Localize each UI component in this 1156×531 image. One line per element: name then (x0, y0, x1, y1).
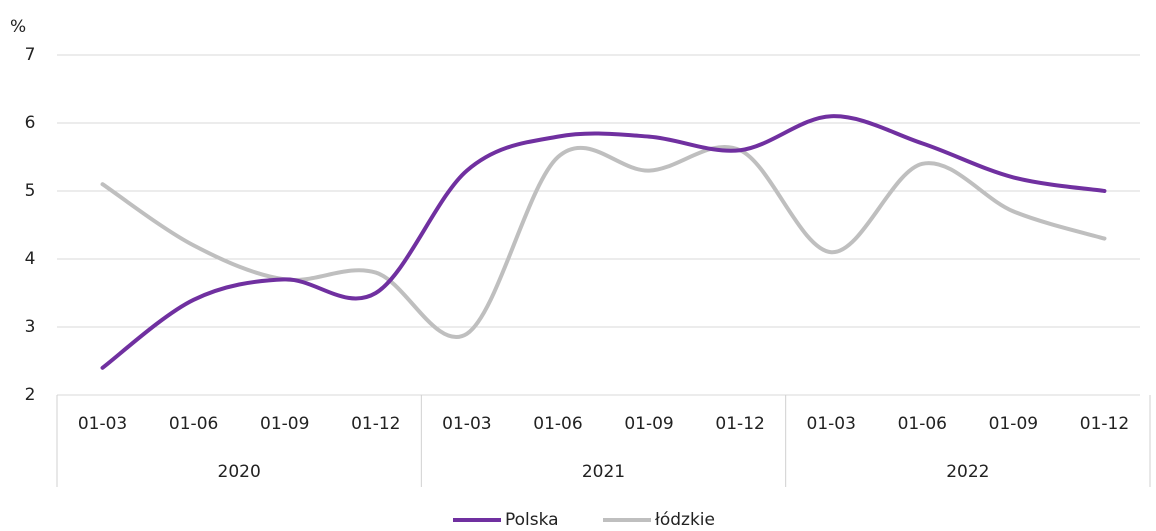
x-tick-label: 01-03 (78, 414, 127, 434)
x-tick-label: 01-12 (351, 414, 400, 434)
y-tick-label: 4 (25, 249, 36, 269)
x-tick-label: 01-03 (442, 414, 491, 434)
x-tick-label: 01-06 (898, 414, 947, 434)
y-tick-label: 5 (25, 181, 36, 201)
x-tick-label: 01-03 (807, 414, 856, 434)
x-tick-label: 01-09 (260, 414, 309, 434)
group-label: 2020 (218, 462, 261, 482)
series-line (100, 144, 1107, 339)
group-label: 2021 (582, 462, 625, 482)
y-tick-label: 6 (25, 113, 36, 133)
y-tick-label: 2 (25, 385, 36, 405)
x-tick-label: 01-12 (715, 414, 764, 434)
y-tick-label: 7 (25, 45, 36, 65)
legend-label: Polska (505, 510, 559, 530)
x-tick-label: 01-12 (1080, 414, 1129, 434)
group-label: 2022 (946, 462, 989, 482)
x-tick-label: 01-06 (169, 414, 218, 434)
y-tick-label: 3 (25, 317, 36, 337)
y-axis-label: % (10, 17, 26, 37)
series-line (100, 114, 1107, 370)
x-tick-label: 01-06 (533, 414, 582, 434)
x-tick-label: 01-09 (624, 414, 673, 434)
legend-label: łódzkie (655, 510, 715, 530)
x-tick-label: 01-09 (989, 414, 1038, 434)
